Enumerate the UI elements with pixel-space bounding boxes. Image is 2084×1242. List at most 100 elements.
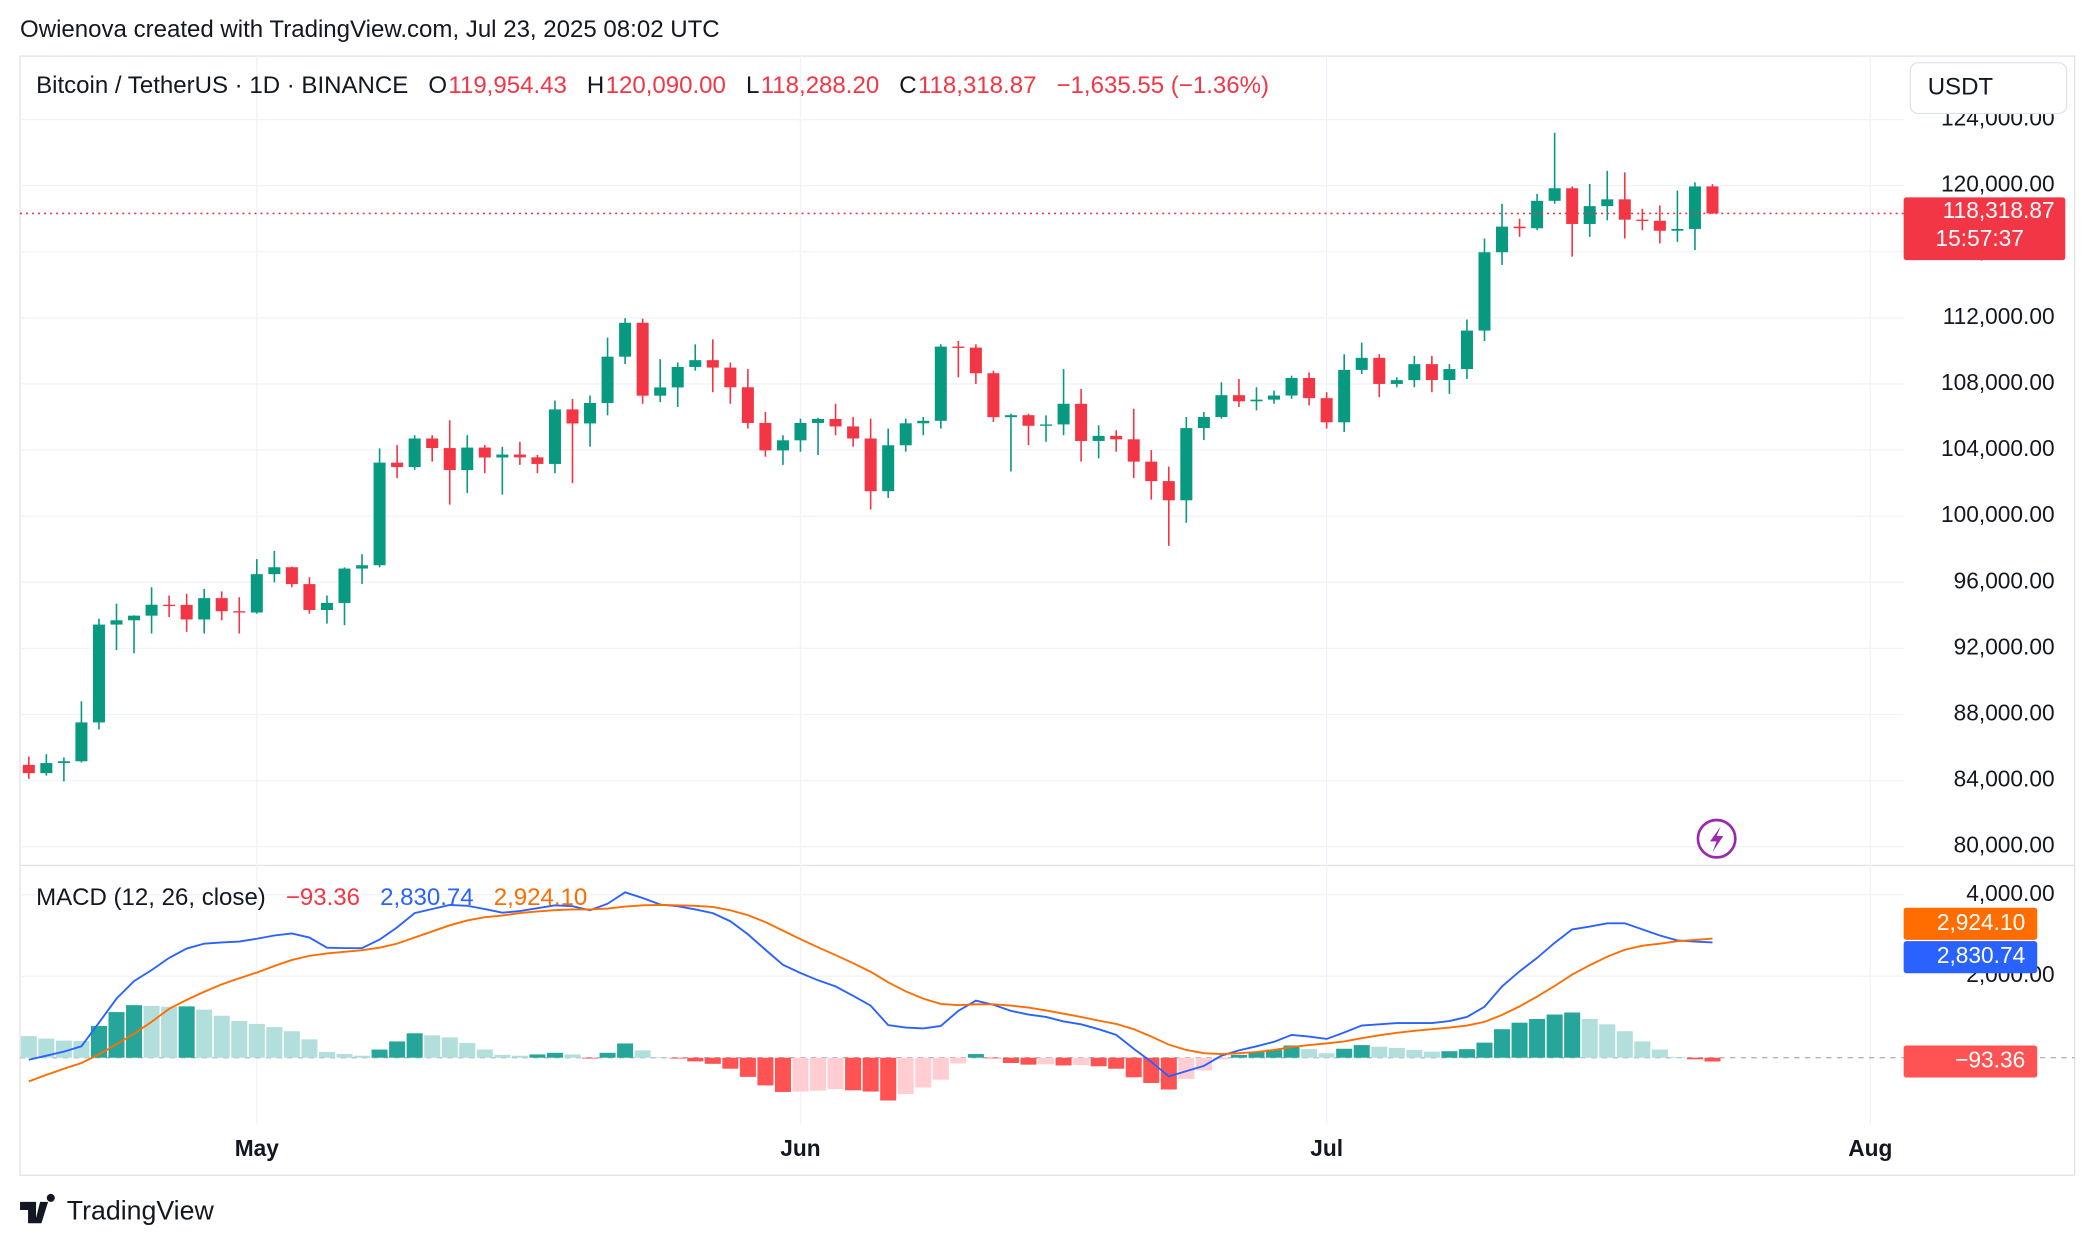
macd-legend: MACD (12, 26, close) −93.36 2,830.74 2,9… (36, 884, 587, 911)
histogram-bar (73, 1041, 90, 1058)
candle-body (1197, 417, 1210, 429)
macd-badge-label: −93.36 (1955, 1047, 2025, 1073)
x-tick-label: Jun (780, 1135, 820, 1161)
histogram-bar (1248, 1052, 1265, 1058)
histogram-bar (336, 1054, 353, 1058)
candle-body (478, 447, 491, 458)
macd-legend-value: −93.36 (286, 884, 360, 911)
y-tick-label: 88,000.00 (1954, 699, 2055, 725)
candle-body (1496, 226, 1509, 253)
candle-body (1566, 188, 1579, 224)
candle-body (1075, 403, 1088, 441)
histogram-bar (774, 1057, 791, 1092)
candle-body (1583, 206, 1596, 224)
brand: TradingView (20, 1193, 214, 1226)
candle-body (57, 761, 70, 764)
candle-body (1653, 220, 1666, 231)
histogram-bar (161, 1006, 178, 1058)
candle-body (1601, 199, 1614, 207)
candle-body (671, 366, 684, 388)
histogram-bar (564, 1054, 581, 1058)
candle-body (198, 598, 211, 620)
currency-button[interactable]: USDT (1909, 62, 2068, 115)
candle-body (1373, 357, 1386, 384)
price-change: −1,635.55 (−1.36%) (1057, 72, 1269, 99)
histogram-bar (318, 1052, 335, 1058)
histogram-bar (196, 1009, 213, 1058)
histogram-bar (827, 1057, 844, 1090)
candle-body (636, 322, 649, 396)
histogram-bar (1529, 1019, 1546, 1058)
candle-body (1636, 219, 1649, 222)
candle-body (1303, 378, 1316, 399)
ohlc-key: L (746, 72, 759, 99)
candle-body (1250, 399, 1263, 402)
histogram-bar (1634, 1041, 1651, 1058)
candle-body (1513, 226, 1526, 229)
candle-body (180, 604, 193, 620)
candle-body (969, 347, 982, 374)
candle-body (1110, 435, 1123, 440)
candle-body (531, 457, 544, 464)
alert-bolt[interactable] (1709, 826, 1724, 853)
histogram-bar (845, 1057, 862, 1091)
histogram-bar (1301, 1049, 1318, 1058)
histogram-bar (967, 1054, 984, 1058)
histogram-bar (1073, 1057, 1090, 1066)
histogram-bar (1441, 1051, 1458, 1058)
candle-body (566, 409, 579, 424)
candle-body (356, 565, 369, 569)
histogram-bar (476, 1049, 493, 1058)
candle-body (250, 574, 263, 613)
histogram-bar (20, 1036, 37, 1058)
histogram-bar (1476, 1042, 1493, 1058)
histogram-bar (354, 1055, 371, 1058)
candle-body (496, 454, 509, 458)
ohlc-key: O (428, 72, 447, 99)
candle-body (882, 445, 895, 492)
candle-body (794, 422, 807, 441)
candle-body (934, 346, 947, 421)
y-tick-label: 104,000.00 (1941, 435, 2055, 461)
histogram-bar (143, 1005, 160, 1058)
histogram-bar (1318, 1053, 1335, 1058)
ohlc-value: 119,954.43 (448, 72, 567, 99)
histogram-bar (1651, 1049, 1668, 1058)
candle-body (619, 322, 632, 357)
histogram-bar (178, 1006, 195, 1058)
currency-box[interactable] (1909, 62, 2068, 115)
candle-body (320, 602, 333, 611)
histogram-bar (1616, 1031, 1633, 1058)
histogram-bar (599, 1052, 616, 1058)
histogram-bar (1020, 1057, 1037, 1065)
ohlc-value: 118,288.20 (761, 72, 880, 99)
histogram-bar (1230, 1054, 1247, 1058)
histogram-bar (810, 1057, 827, 1091)
histogram-bar (283, 1031, 300, 1058)
alert-icon[interactable] (1696, 818, 1737, 859)
currency-label[interactable]: USDT (1928, 73, 1994, 100)
histogram-bar (1458, 1049, 1475, 1058)
y-tick-label: 80,000.00 (1954, 832, 2055, 858)
candle-body (215, 598, 228, 612)
histogram-bar (1581, 1019, 1598, 1058)
brand-logo (20, 1193, 55, 1224)
candle-body (1706, 186, 1719, 214)
histogram-bar (213, 1015, 230, 1058)
y-tick-label: 4,000.00 (1966, 880, 2054, 906)
y-tick-label: 92,000.00 (1954, 633, 2055, 659)
macd-legend-value: 2,924.10 (494, 884, 588, 911)
candle-body (548, 409, 561, 464)
candle-body (1004, 415, 1017, 418)
histogram-bar (652, 1057, 669, 1058)
histogram-bar (459, 1043, 476, 1058)
candle-body (812, 418, 825, 423)
candle-body (92, 624, 105, 723)
grid: 80,000.00 84,000.00 88,000.00 92,000.00 96,0… (20, 56, 2075, 1125)
histogram-bar (897, 1057, 914, 1094)
histogram-bar (582, 1057, 599, 1059)
candle-body (1390, 380, 1403, 384)
